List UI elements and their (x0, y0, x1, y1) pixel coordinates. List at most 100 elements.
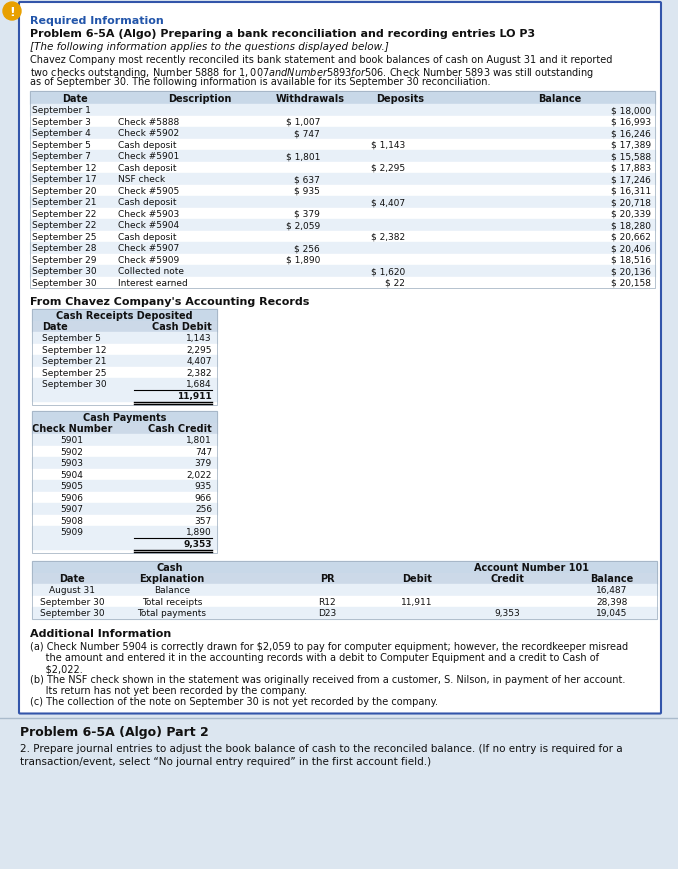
Text: Check #5907: Check #5907 (118, 244, 179, 253)
Text: $ 20,718: $ 20,718 (611, 198, 651, 207)
Bar (32, 607, 657, 619)
FancyBboxPatch shape (19, 3, 661, 713)
Bar (32, 457, 217, 469)
Text: 5905: 5905 (60, 481, 83, 491)
Text: transaction/event, select “No journal entry required” in the first account field: transaction/event, select “No journal en… (20, 757, 431, 766)
Bar (32, 344, 217, 355)
Text: Cash deposit: Cash deposit (118, 233, 176, 242)
Text: $ 16,993: $ 16,993 (611, 117, 651, 127)
Text: 9,353: 9,353 (494, 608, 520, 618)
Text: $ 1,801: $ 1,801 (285, 152, 320, 161)
Text: Problem 6-5A (Algo) Preparing a bank reconciliation and recording entries LO P3: Problem 6-5A (Algo) Preparing a bank rec… (30, 29, 535, 39)
Text: 16,487: 16,487 (597, 586, 628, 594)
Text: $ 1,620: $ 1,620 (371, 267, 405, 276)
Text: September 12: September 12 (32, 163, 96, 173)
Text: 2,382: 2,382 (186, 368, 212, 377)
Text: 4,407: 4,407 (186, 357, 212, 366)
Text: Date: Date (42, 322, 68, 332)
Bar (30, 105, 655, 116)
Bar (32, 412, 217, 423)
Text: 966: 966 (195, 494, 212, 502)
Text: Balance: Balance (538, 93, 582, 103)
Text: September 30: September 30 (32, 267, 97, 276)
Text: 1,890: 1,890 (186, 527, 212, 537)
Text: September 30: September 30 (40, 608, 104, 618)
Text: Check #5902: Check #5902 (118, 129, 179, 138)
Text: $ 20,339: $ 20,339 (611, 209, 651, 218)
Text: 11,911: 11,911 (177, 391, 212, 401)
Bar (30, 128, 655, 139)
Text: Description: Description (168, 93, 232, 103)
Text: Cash Receipts Deposited: Cash Receipts Deposited (56, 310, 193, 321)
Bar (32, 309, 217, 406)
Text: September 21: September 21 (42, 357, 106, 366)
Text: Date: Date (59, 574, 85, 584)
Text: 2,295: 2,295 (186, 345, 212, 355)
Text: (a) Check Number 5904 is correctly drawn for $2,059 to pay for computer equipmen: (a) Check Number 5904 is correctly drawn… (30, 642, 628, 652)
Text: $ 20,136: $ 20,136 (611, 267, 651, 276)
Bar (32, 469, 217, 481)
Text: 28,398: 28,398 (597, 597, 628, 606)
Text: $ 2,059: $ 2,059 (285, 221, 320, 230)
Text: 9,353: 9,353 (184, 539, 212, 548)
Text: September 28: September 28 (32, 244, 96, 253)
Text: Debit: Debit (402, 574, 432, 584)
Text: Cash: Cash (156, 562, 183, 573)
Text: Explanation: Explanation (140, 574, 205, 584)
Text: 5908: 5908 (60, 516, 83, 525)
Text: (b) The NSF check shown in the statement was originally received from a customer: (b) The NSF check shown in the statement… (30, 674, 625, 685)
Bar (32, 434, 217, 446)
Text: Cash deposit: Cash deposit (118, 198, 176, 207)
Text: 19,045: 19,045 (597, 608, 628, 618)
Text: Balance: Balance (591, 574, 634, 584)
Text: Check Number: Check Number (32, 424, 112, 434)
Text: $ 637: $ 637 (294, 175, 320, 184)
Text: September 21: September 21 (32, 198, 96, 207)
Text: $ 17,883: $ 17,883 (611, 163, 651, 173)
Text: $ 747: $ 747 (294, 129, 320, 138)
Text: as of September 30. The following information is available for its September 30 : as of September 30. The following inform… (30, 77, 490, 87)
Text: $ 935: $ 935 (294, 187, 320, 196)
Text: Total payments: Total payments (138, 608, 207, 618)
Text: 5904: 5904 (60, 470, 83, 479)
Text: $ 17,389: $ 17,389 (611, 141, 651, 149)
Bar (32, 367, 217, 379)
Text: Balance: Balance (154, 586, 190, 594)
Text: 379: 379 (195, 459, 212, 468)
Text: September 12: September 12 (42, 345, 106, 355)
Text: September 3: September 3 (32, 117, 91, 127)
Bar (0, 718, 678, 869)
Text: $ 20,662: $ 20,662 (611, 233, 651, 242)
Text: 5907: 5907 (60, 505, 83, 514)
Bar (32, 412, 217, 554)
Bar (32, 596, 657, 607)
Text: $ 4,407: $ 4,407 (371, 198, 405, 207)
Text: Account Number 101: Account Number 101 (475, 562, 589, 573)
Text: (c) The collection of the note on September 30 is not yet recorded by the compan: (c) The collection of the note on Septem… (30, 697, 438, 706)
Text: 5909: 5909 (60, 527, 83, 537)
Text: Withdrawals: Withdrawals (275, 93, 344, 103)
Text: 5901: 5901 (60, 435, 83, 445)
Text: $ 2,382: $ 2,382 (371, 233, 405, 242)
Text: Check #5888: Check #5888 (118, 117, 179, 127)
Text: September 17: September 17 (32, 175, 97, 184)
Text: $2,022.: $2,022. (30, 664, 83, 673)
Text: $ 16,246: $ 16,246 (611, 129, 651, 138)
Text: September 1: September 1 (32, 106, 91, 115)
Bar (30, 185, 655, 196)
Text: NSF check: NSF check (118, 175, 165, 184)
Text: Cash deposit: Cash deposit (118, 163, 176, 173)
Bar (32, 322, 217, 333)
Bar (32, 538, 217, 549)
Bar (32, 515, 217, 527)
Text: September 22: September 22 (32, 209, 96, 218)
Bar (32, 503, 217, 515)
Text: 5906: 5906 (60, 494, 83, 502)
Text: $ 17,246: $ 17,246 (611, 175, 651, 184)
Text: $ 18,516: $ 18,516 (611, 255, 651, 264)
Text: September 20: September 20 (32, 187, 96, 196)
Bar (32, 379, 217, 390)
Text: Its return has not yet been recorded by the company.: Its return has not yet been recorded by … (30, 686, 307, 696)
Text: September 30: September 30 (32, 278, 97, 288)
Text: 5902: 5902 (60, 448, 83, 456)
